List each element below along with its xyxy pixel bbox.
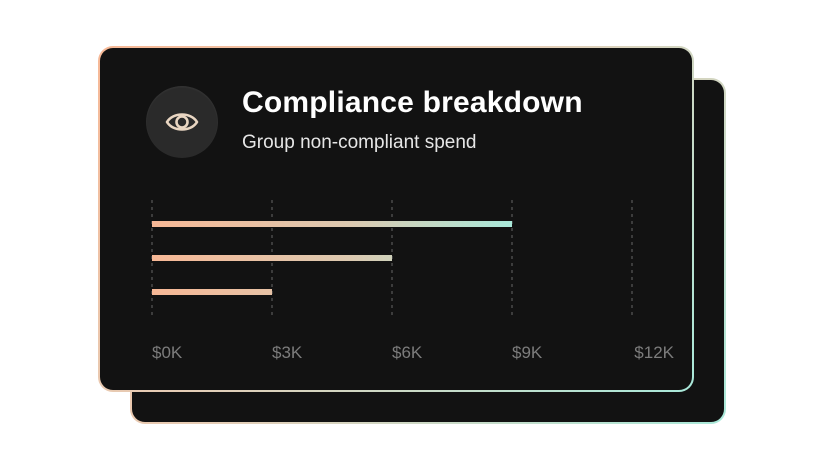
bar <box>152 221 512 227</box>
x-tick-label: $9K <box>512 343 543 362</box>
x-tick-labels: $0K $3K $6K $9K $12K <box>152 343 675 362</box>
bars <box>152 221 512 295</box>
x-tick-label: $3K <box>272 343 303 362</box>
icon-badge <box>146 86 218 158</box>
x-tick-label: $0K <box>152 343 183 362</box>
bar <box>152 289 272 295</box>
compliance-card-body: Compliance breakdown Group non-compliant… <box>100 48 692 390</box>
bar-chart: $0K $3K $6K $9K $12K <box>151 200 675 362</box>
eye-icon <box>165 113 199 131</box>
card-subtitle: Group non-compliant spend <box>242 132 477 153</box>
x-tick-label: $6K <box>392 343 423 362</box>
x-tick-label: $12K <box>634 343 674 362</box>
card-title: Compliance breakdown <box>242 86 583 119</box>
compliance-card: Compliance breakdown Group non-compliant… <box>98 46 694 392</box>
bar <box>152 255 392 261</box>
